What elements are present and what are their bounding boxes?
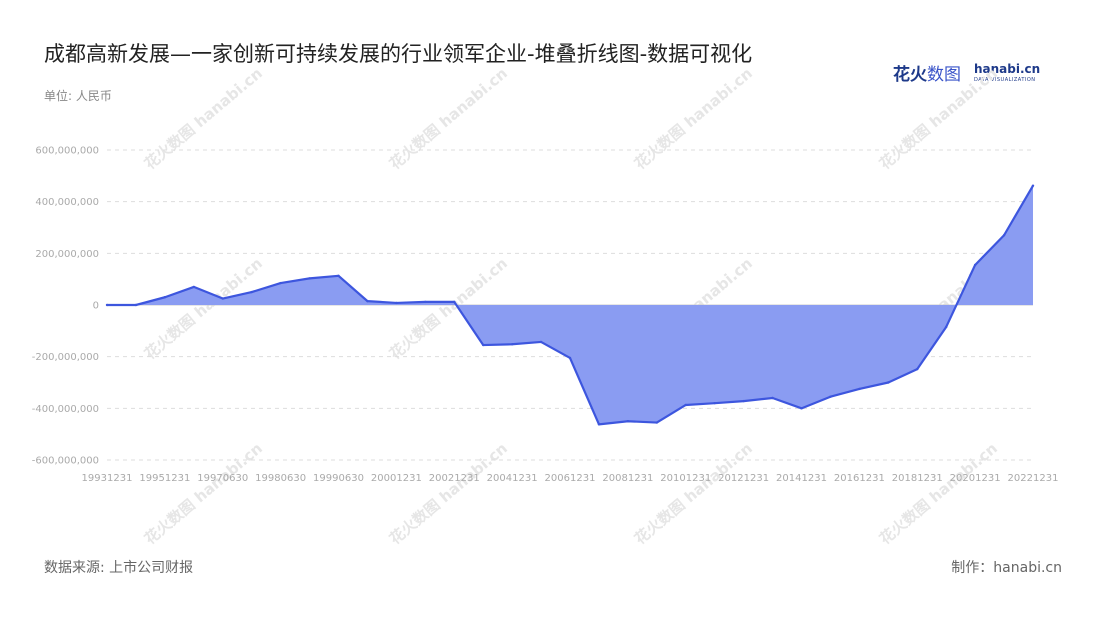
y-tick-label: 400,000,000 [35,197,99,208]
y-tick-label: 600,000,000 [35,146,99,157]
watermark-text: 花火数图 hanabi.cn [386,439,511,548]
watermark-text: 花火数图 hanabi.cn [141,64,266,173]
data-point [684,403,687,407]
data-point [250,290,253,294]
data-point [279,281,282,285]
data-point [453,300,456,304]
watermark-text: 花火数图 hanabi.cn [876,439,1001,548]
data-point [1002,234,1006,237]
x-tick-label: 20161231 [834,473,885,484]
data-point [105,303,109,307]
x-tick-label: 19990630 [313,473,364,484]
x-axis: 19931231 19951231 19970630 19980630 19990630… [82,473,1059,484]
x-tick-label: 20021231 [429,473,480,484]
watermark-text: 花火数图 hanabi.cn [631,64,756,173]
y-tick-label: -400,000,000 [32,404,99,415]
brand-logo: 花火数图 hanabi.cn DATA VISUALIZATION [893,60,1043,86]
logo-en: hanabi.cn [974,62,1041,76]
data-point [771,396,774,400]
data-point [337,274,340,278]
x-tick-label: 19951231 [139,473,190,484]
maker-credit: 制作：hanabi.cn [951,560,1062,576]
data-point [916,367,919,371]
data-point [221,297,224,300]
data-point [973,263,977,267]
logo-cn: 花火数图 [893,65,961,85]
x-tick-label: 20081231 [602,473,653,484]
logo-en-sub: DATA VISUALIZATION [974,77,1036,83]
data-point [481,343,485,347]
x-tick-label: 20061231 [545,473,596,484]
watermark-text: 花火数图 hanabi.cn [876,64,1001,173]
y-tick-label: -600,000,000 [32,456,99,467]
data-point [655,421,659,424]
data-point [887,381,890,384]
data-point [568,356,572,360]
x-tick-label: 20101231 [660,473,711,484]
data-point [742,399,745,403]
x-tick-label: 19970630 [197,473,248,484]
watermark-text: 花火数图 hanabi.cn [386,64,511,173]
data-point [858,387,861,391]
watermark-text: 花火数图 hanabi.cn [141,254,266,363]
y-tick-label: 0 [93,301,99,312]
data-point [944,325,948,329]
data-point [163,296,167,299]
watermark-text: 花火数图 hanabi.cn [141,439,266,548]
x-tick-label: 19980630 [255,473,306,484]
x-tick-label: 20121231 [718,473,769,484]
data-point [713,401,716,405]
x-tick-label: 20141231 [776,473,827,484]
data-point [366,299,369,303]
y-tick-label: -200,000,000 [32,352,99,363]
series-area [105,184,1035,426]
data-point [539,340,543,344]
data-point [192,285,196,289]
data-point [308,277,311,280]
watermark-text: 花火数图 hanabi.cn [631,439,756,548]
series-area-fill [107,185,1033,425]
data-point [510,343,514,346]
x-tick-label: 19931231 [82,473,133,484]
unit-label: 单位: 人民币 [44,89,112,103]
chart-title: 成都高新发展—一家创新可持续发展的行业领军企业-堆叠折线图-数据可视化 [44,42,753,66]
x-tick-label: 20181231 [892,473,943,484]
data-point [597,423,601,426]
data-point [626,420,630,423]
data-point [800,407,803,410]
data-point [829,395,832,398]
y-axis: -600,000,000 -400,000,000 -200,000,000 0 200… [32,146,99,467]
data-point [424,300,427,304]
x-tick-label: 20001231 [371,473,422,484]
data-point [1031,184,1035,187]
data-point [395,301,398,305]
x-tick-label: 20041231 [487,473,538,484]
y-tick-label: 200,000,000 [35,249,99,260]
data-point [134,303,138,307]
x-tick-label: 20201231 [950,473,1001,484]
x-tick-label: 20221231 [1008,473,1059,484]
data-source: 数据来源: 上市公司财报 [44,560,194,576]
